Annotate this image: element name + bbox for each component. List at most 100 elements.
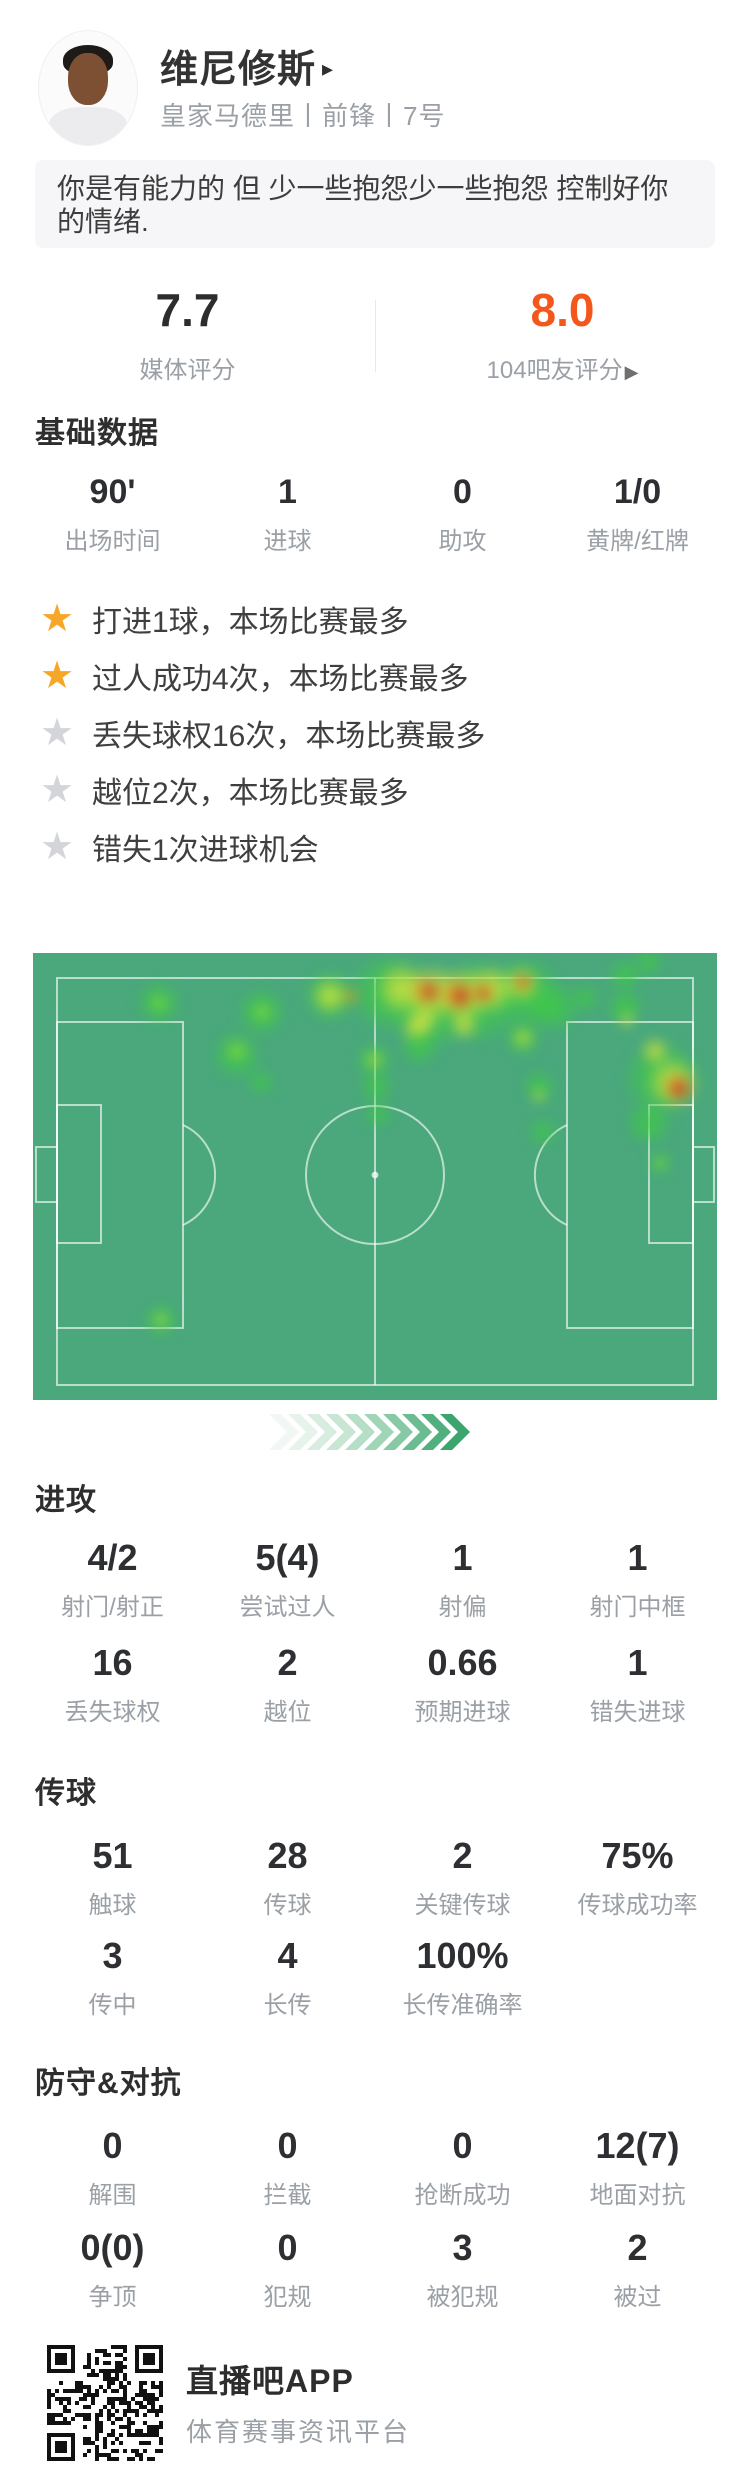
- stat-value: 0: [453, 473, 472, 511]
- media-rating-label: 媒体评分: [139, 357, 236, 384]
- app-name: 直播吧APP: [186, 2363, 354, 2399]
- heatmap-pitch: [33, 953, 717, 1400]
- stat-value: 4: [277, 1935, 298, 1976]
- heat-spot: [570, 983, 599, 1012]
- stat-value: 3: [102, 1935, 123, 1976]
- stat-cell: 0.66 预期进球: [375, 1643, 550, 1727]
- stat-cell: 3 传中: [25, 1936, 200, 2020]
- heat-spot: [419, 982, 440, 1003]
- gold-star-icon: ★: [40, 597, 75, 640]
- stat-label: 长传准确率: [402, 1992, 523, 2019]
- basic-stats-row: 90' 出场时间 1 进球 0 助攻 1/0 黄牌/红牌: [0, 472, 750, 556]
- stat-value: 0: [277, 2125, 298, 2166]
- ratings-row: 7.7 媒体评分 8.0 104吧友评分 ▶: [0, 284, 750, 384]
- stat-value: 16: [92, 1642, 133, 1683]
- stat-cell: 75% 传球成功率: [550, 1836, 725, 1920]
- stat-label: 黄牌/红牌: [586, 528, 689, 555]
- badge-row: ★ 过人成功4次，本场比赛最多: [40, 647, 720, 704]
- heat-spot: [401, 1028, 438, 1065]
- stat-cell: 51 触球: [25, 1836, 200, 1920]
- app-tagline: 体育赛事资讯平台: [186, 2417, 411, 2447]
- passing-stats-row-2: 3 传中 4 长传 100% 长传准确率: [0, 1936, 750, 2020]
- stat-label: 犯规: [263, 2284, 312, 2311]
- stat-label: 解围: [88, 2182, 137, 2209]
- coach-quote: 你是有能力的 但 少一些抱怨少一些抱怨 控制好你的情绪.: [35, 160, 715, 248]
- stat-label: 射偏: [438, 1594, 487, 1621]
- stat-cell: 4/2 射门/射正: [25, 1538, 200, 1622]
- heat-spot: [529, 1117, 558, 1146]
- avatar-shirt: [49, 107, 127, 145]
- stat-cell: 0 抢断成功: [375, 2126, 550, 2210]
- stat-cell: 2 越位: [200, 1643, 375, 1727]
- stat-cell: 4 长传: [200, 1936, 375, 2020]
- stat-value: 28: [267, 1835, 308, 1876]
- direction-chevrons-icon: [269, 1414, 481, 1450]
- stat-cell: 2 关键传球: [375, 1836, 550, 1920]
- fans-rating-label[interactable]: 104吧友评分 ▶: [486, 357, 639, 384]
- chevron-icon: [383, 1414, 413, 1450]
- stat-value: 0: [277, 2227, 298, 2268]
- stat-cell: 1 射门中框: [550, 1538, 725, 1622]
- stat-cell: 100% 长传准确率: [375, 1936, 550, 2020]
- stat-cell: 1 进球: [200, 472, 375, 556]
- badge-text: 打进1球，本场比赛最多: [92, 605, 409, 639]
- stat-label: 地面对抗: [589, 2182, 686, 2209]
- stat-label: 被犯规: [426, 2284, 499, 2311]
- heat-spot: [360, 1071, 393, 1104]
- chevron-icon: [345, 1414, 375, 1450]
- section-header-basic: 基础数据: [35, 417, 159, 450]
- heat-spot: [532, 1089, 547, 1104]
- heat-spot: [311, 977, 348, 1014]
- badge-text: 越位2次，本场比赛最多: [92, 776, 409, 810]
- stat-value: 1: [278, 473, 297, 511]
- stat-cell: 0(0) 争顶: [25, 2228, 200, 2312]
- stat-cell: 5(4) 尝试过人: [200, 1538, 375, 1622]
- stat-label: 射门/射正: [61, 1594, 164, 1621]
- stat-value: 1: [627, 1537, 648, 1578]
- play-arrow-icon: ▶: [624, 362, 639, 382]
- stat-value: 100%: [416, 1935, 509, 1976]
- stat-value: 2: [627, 2227, 648, 2268]
- stat-label: 进球: [263, 528, 312, 555]
- stat-cell: 0 拦截: [200, 2126, 375, 2210]
- stat-value: 4/2: [87, 1537, 138, 1578]
- attack-stats-row-1: 4/2 射门/射正 5(4) 尝试过人 1 射偏 1 射门中框: [0, 1538, 750, 1622]
- stat-cell: 28 传球: [200, 1836, 375, 1920]
- chevron-icon: [364, 1414, 394, 1450]
- stat-label: 传球成功率: [577, 1892, 698, 1919]
- chevron-icon: [307, 1414, 337, 1450]
- passing-stats-row-1: 51 触球 28 传球 2 关键传球 75% 传球成功率: [0, 1836, 750, 1920]
- stat-cell: [550, 1936, 725, 2020]
- stat-value: 5(4): [255, 1537, 320, 1578]
- player-subtitle: 皇家马德里丨前锋丨7号: [160, 101, 446, 131]
- stat-label: 抢断成功: [414, 2182, 511, 2209]
- badge-row: ★ 越位2次，本场比赛最多: [40, 761, 720, 818]
- stat-cell: 2 被过: [550, 2228, 725, 2312]
- defense-stats-row-2: 0(0) 争顶 0 犯规 3 被犯规 2 被过: [0, 2228, 750, 2312]
- stat-value: 0: [102, 2125, 123, 2166]
- player-name[interactable]: 维尼修斯 ▸: [160, 38, 334, 93]
- chevron-icon: [421, 1414, 451, 1450]
- stat-label: 关键传球: [414, 1892, 511, 1919]
- stat-value: 75%: [601, 1835, 674, 1876]
- stat-cell: 0 解围: [25, 2126, 200, 2210]
- heat-spot: [365, 1052, 382, 1069]
- stat-cell: 1 射偏: [375, 1538, 550, 1622]
- stat-value: 2: [277, 1642, 298, 1683]
- player-avatar[interactable]: [38, 30, 138, 146]
- stat-label: 被过: [613, 2284, 662, 2311]
- heat-spot: [618, 1012, 635, 1029]
- attack-stats-row-2: 16 丢失球权 2 越位 0.66 预期进球 1 错失进球: [0, 1643, 750, 1727]
- stat-label: 尝试过人: [239, 1594, 336, 1621]
- stat-cell: 1 错失进球: [550, 1643, 725, 1727]
- heat-spot: [516, 976, 529, 989]
- gold-star-icon: ★: [40, 654, 75, 697]
- fans-rating-value: 8.0: [530, 284, 595, 336]
- heat-spot: [150, 995, 167, 1012]
- stat-value: 1: [452, 1537, 473, 1578]
- section-header-attack: 进攻: [35, 1484, 97, 1517]
- stat-cell: 12(7) 地面对抗: [550, 2126, 725, 2210]
- stat-value: 0: [452, 2125, 473, 2166]
- fans-rating[interactable]: 8.0 104吧友评分 ▶: [375, 284, 750, 384]
- defense-stats-row-1: 0 解围 0 拦截 0 抢断成功 12(7) 地面对抗: [0, 2126, 750, 2210]
